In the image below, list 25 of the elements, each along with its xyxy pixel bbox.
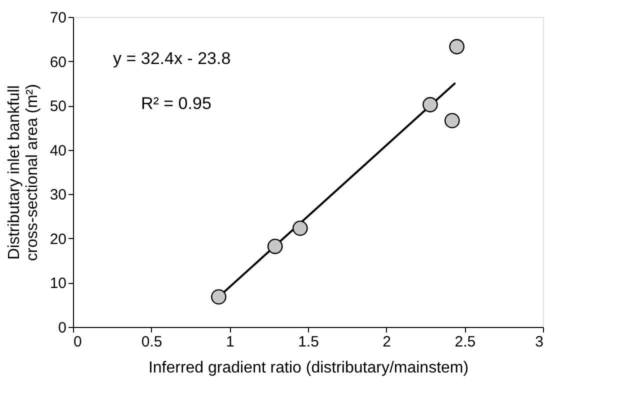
- point: [267, 238, 283, 254]
- y-tick-label: 40: [50, 142, 66, 160]
- y-tick-label: 20: [50, 230, 66, 248]
- x-tick-label: 0: [74, 334, 82, 350]
- x-tick-label: 0.5: [141, 334, 162, 350]
- y-axis-title: Distributary inlet bankfull cross-sectional area (m²): [6, 84, 41, 261]
- y-tick-label: 50: [50, 98, 66, 116]
- y-tick-label: 60: [50, 54, 66, 71]
- point: [449, 39, 465, 54]
- y-tick-label: 10: [50, 275, 66, 292]
- x-tick-label: 1: [226, 334, 234, 350]
- x-tick-label: 3: [535, 334, 544, 350]
- annotation: R² = 0.95: [141, 94, 212, 113]
- x-tick-label: 1.5: [298, 334, 319, 350]
- annotation: y = 32.4x - 23.8: [113, 49, 231, 68]
- point: [444, 112, 460, 128]
- point: [422, 97, 438, 112]
- point: [292, 220, 308, 236]
- y-tick-label: 0: [58, 320, 66, 336]
- x-tick-label: 2: [382, 334, 392, 350]
- y-tick-label: 70: [50, 10, 66, 26]
- x-axis-title: Inferred gradient ratio (distributary/mainstem): [148, 360, 469, 376]
- y-tick-label: 30: [50, 186, 66, 204]
- point: [211, 289, 226, 305]
- x-tick-label: 2.5: [454, 334, 476, 350]
